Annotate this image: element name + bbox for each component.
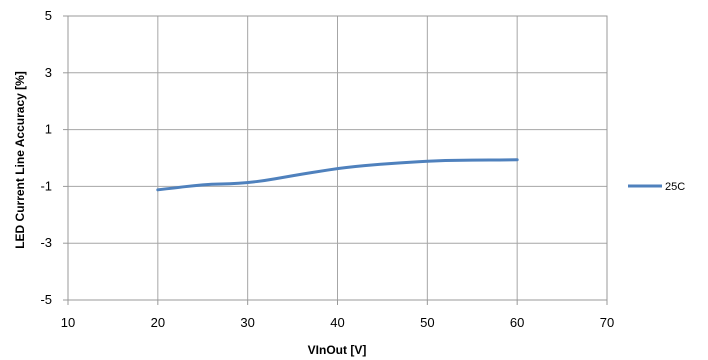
x-tick-label: 20: [151, 315, 165, 330]
y-tick-label: -5: [40, 292, 52, 307]
y-tick-label: 1: [45, 122, 52, 137]
x-tick-label: 30: [240, 315, 254, 330]
y-axis-label: LED Current Line Accuracy [%]: [13, 71, 27, 249]
series-group: [156, 158, 519, 192]
x-tick-label: 60: [510, 315, 524, 330]
x-tick-label: 70: [600, 315, 614, 330]
y-tick-label: -3: [40, 235, 52, 250]
legend: 25C: [628, 181, 685, 193]
y-tick-label: -1: [40, 178, 52, 193]
y-tick-label: 3: [45, 65, 52, 80]
x-tick-labels: 10 20 30 40 50 60 70: [61, 300, 614, 330]
x-tick-label: 50: [420, 315, 434, 330]
series-line-25c: [156, 158, 519, 192]
x-axis-label: VInOut [V]: [308, 343, 367, 357]
y-tick-label: 5: [45, 8, 52, 23]
grid-lines: [67, 15, 608, 301]
x-tick-label: 40: [330, 315, 344, 330]
legend-label-25c: 25C: [665, 181, 685, 193]
x-tick-label: 10: [61, 315, 75, 330]
y-tick-labels: -5 -3 -1 1 3 5: [40, 8, 68, 307]
